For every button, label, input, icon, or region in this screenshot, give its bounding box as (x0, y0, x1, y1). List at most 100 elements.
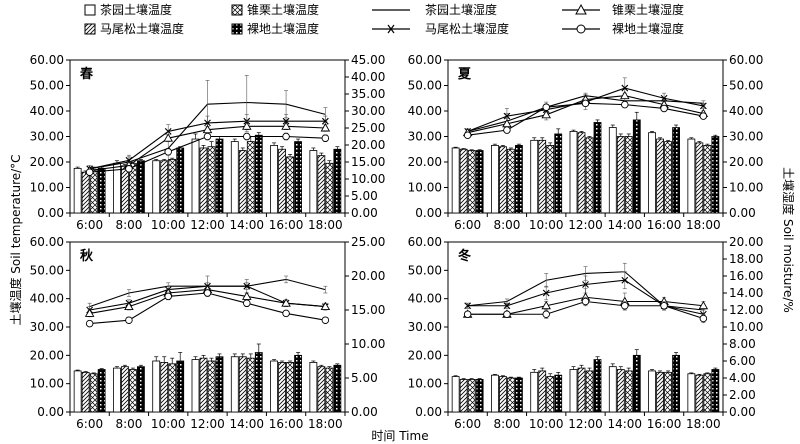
point-锥栗土壤湿度 (163, 133, 173, 142)
point-锥栗土壤湿度 (620, 90, 630, 100)
point-裸地土壤湿度 (243, 299, 251, 307)
bar-马尾松土壤温度 (317, 155, 326, 214)
tick-label-right: 15.00 (351, 155, 385, 169)
tick-label-right: 20.00 (351, 138, 385, 152)
category-label: 10:00 (151, 218, 186, 232)
category-label: 12:00 (190, 417, 225, 431)
bar-锥栗土壤温度 (246, 141, 255, 214)
category-label: 8:00 (115, 218, 142, 232)
bar-马尾松土壤温度 (160, 160, 169, 214)
tick-label-right: 6.00 (729, 354, 756, 368)
category-label: 14:00 (607, 218, 642, 232)
tick-label-right: 8.00 (729, 337, 756, 351)
tick-label-right: 10.00 (351, 337, 385, 351)
tick-label-left: 60.00 (408, 53, 442, 67)
bar-马尾松土壤温度 (577, 367, 586, 413)
bar-锥栗土壤温度 (325, 162, 334, 214)
bar-茶园土壤温度 (113, 162, 121, 214)
bar-锥栗土壤温度 (286, 362, 294, 413)
tick-label-left: 0.00 (415, 206, 442, 220)
point-马尾松土壤湿度 (464, 302, 472, 310)
tick-label-right: 16.00 (729, 269, 763, 283)
category-label: 12:00 (568, 218, 603, 232)
tick-label-right: 25.00 (351, 121, 385, 135)
point-马尾松土壤湿度 (164, 128, 172, 135)
bar-锥栗土壤温度 (624, 370, 633, 413)
bar-锥栗土壤温度 (703, 373, 712, 413)
legend-label: 茶园土壤温度 (100, 2, 172, 17)
category-label: 6:00 (454, 218, 481, 232)
bar-裸地土壤温度 (294, 354, 302, 413)
point-裸地土壤湿度 (243, 132, 251, 141)
tick-label-left: 50.00 (408, 79, 442, 93)
category-label: 8:00 (493, 417, 520, 431)
bar-裸地土壤温度 (176, 360, 185, 413)
tick-label-left: 10.00 (30, 181, 64, 195)
bar-马尾松土壤温度 (199, 357, 208, 413)
point-马尾松土壤湿度 (582, 281, 589, 288)
legend-label: 锥栗土壤温度 (247, 2, 319, 17)
y-axis-right-label: 土壤湿度 Soil moisture/% (781, 167, 796, 313)
bar-茶园土壤温度 (569, 130, 578, 214)
bar-锥栗土壤温度 (286, 156, 294, 214)
point-裸地土壤湿度 (85, 319, 94, 328)
legend-label: 裸地土壤湿度 (612, 21, 684, 36)
tick-label-right: 25.00 (351, 235, 385, 249)
point-马尾松土壤湿度 (204, 119, 211, 127)
bar-锥栗土壤温度 (507, 377, 515, 413)
category-label: 6:00 (76, 218, 103, 232)
bar-茶园土壤温度 (530, 139, 539, 214)
category-label: 6:00 (76, 417, 103, 431)
point-裸地土壤湿度 (542, 310, 550, 319)
point-马尾松土壤湿度 (503, 302, 511, 310)
point-裸地土壤湿度 (621, 100, 629, 109)
bar-裸地土壤温度 (333, 364, 342, 413)
tick-label-right: 20.00 (729, 235, 763, 249)
bar-茶园土壤温度 (491, 374, 499, 413)
bar-马尾松土壤温度 (695, 142, 704, 214)
tick-label-right: 50.00 (729, 79, 763, 93)
point-裸地土壤湿度 (164, 292, 172, 301)
bar-茶园土壤温度 (113, 367, 121, 413)
bar-茶园土壤温度 (230, 141, 239, 214)
bar-马尾松土壤温度 (695, 374, 704, 413)
bar-马尾松土壤温度 (577, 132, 586, 214)
point-裸地土壤湿度 (699, 112, 708, 120)
point-锥栗土壤湿度 (698, 300, 709, 310)
tick-label-right: 40.00 (351, 70, 385, 84)
category-label: 14:00 (229, 417, 264, 431)
bar-锥栗土壤温度 (246, 357, 255, 413)
category-label: 12:00 (568, 417, 603, 431)
bar-裸地土壤温度 (475, 379, 484, 413)
bar-锥栗土壤温度 (624, 136, 633, 214)
bar-裸地土壤温度 (215, 138, 224, 214)
tick-label-right: 60.00 (729, 53, 763, 67)
point-裸地土壤湿度 (503, 310, 511, 319)
bar-马尾松土壤温度 (656, 138, 664, 214)
panel-title: 秋 (80, 248, 94, 264)
tick-label-left: 10.00 (408, 181, 442, 195)
bar-锥栗土壤温度 (703, 145, 712, 214)
point-锥栗土壤湿度 (242, 291, 252, 300)
bar-裸地土壤温度 (632, 354, 641, 413)
tick-label-right: 10.00 (729, 320, 763, 334)
bar-茶园土壤温度 (270, 360, 278, 413)
category-label: 16:00 (269, 218, 304, 232)
legend-item-tea-temp: 茶园土壤温度 (84, 2, 172, 17)
tick-label-right: 4.00 (729, 371, 756, 385)
bar-马尾松土壤温度 (499, 146, 507, 214)
tick-label-left: 60.00 (30, 235, 64, 249)
bar-茶园土壤温度 (687, 138, 696, 214)
point-裸地土壤湿度 (164, 148, 172, 156)
x-axis-label: 时间 Time (371, 429, 428, 443)
bar-锥栗土壤温度 (585, 370, 594, 413)
legend-label: 马尾松土壤湿度 (425, 21, 509, 36)
point-马尾松土壤湿度 (660, 94, 668, 102)
point-裸地土壤湿度 (699, 314, 708, 323)
bar-马尾松土壤温度 (459, 148, 468, 214)
bar-锥栗土壤温度 (207, 146, 216, 214)
bar-马尾松土壤温度 (656, 371, 664, 413)
tick-label-left: 30.00 (408, 130, 442, 144)
legend-label: 裸地土壤温度 (247, 21, 319, 36)
bar-裸地土壤温度 (176, 147, 185, 214)
